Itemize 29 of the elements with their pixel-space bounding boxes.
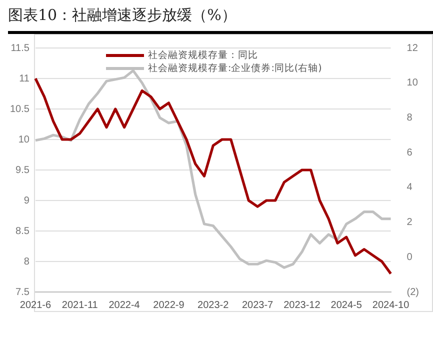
y-tick-label: 8 (24, 256, 30, 268)
x-tick-label: 2023-2 (198, 300, 230, 311)
chart-title: 图表10：社融增速逐步放缓（%） (8, 6, 236, 25)
y2-tick-label: 2 (406, 217, 413, 228)
y2-tick-label: 12 (406, 42, 418, 54)
y2-tick-label: 8 (406, 112, 413, 124)
y-tick-label: 10 (18, 134, 30, 146)
x-tick-label: 2024-5 (330, 300, 362, 311)
legend-label: 社会融资规模存量:企业债券:同比(右轴) (148, 62, 322, 75)
x-tick-label: 2021-6 (20, 300, 52, 311)
y-tick-label: 11.5 (10, 42, 30, 54)
y2-tick-label: 10 (406, 78, 418, 89)
y-tick-label: 7.5 (16, 286, 30, 298)
y2-tick-label: (2) (406, 286, 420, 298)
y2-tick-label: 0 (406, 252, 413, 263)
x-tick-label: 2022-4 (108, 300, 140, 311)
y-tick-label: 8.5 (16, 226, 30, 237)
legend-label: 社会融资规模存量：同比 (148, 49, 258, 62)
y-tick-label: 10.5 (10, 104, 30, 115)
x-tick-label: 2023-7 (242, 300, 274, 311)
x-tick-label: 2021-11 (62, 300, 98, 311)
x-tick-label: 2024-10 (372, 300, 410, 311)
y-tick-label: 9 (24, 195, 30, 206)
y-tick-label: 11 (19, 73, 30, 84)
x-tick-label: 2022-9 (153, 300, 185, 311)
y-tick-label: 9.5 (16, 164, 30, 176)
x-tick-label: 2023-12 (284, 300, 321, 311)
y2-tick-label: 4 (406, 182, 413, 194)
y2-tick-label: 6 (406, 147, 413, 158)
